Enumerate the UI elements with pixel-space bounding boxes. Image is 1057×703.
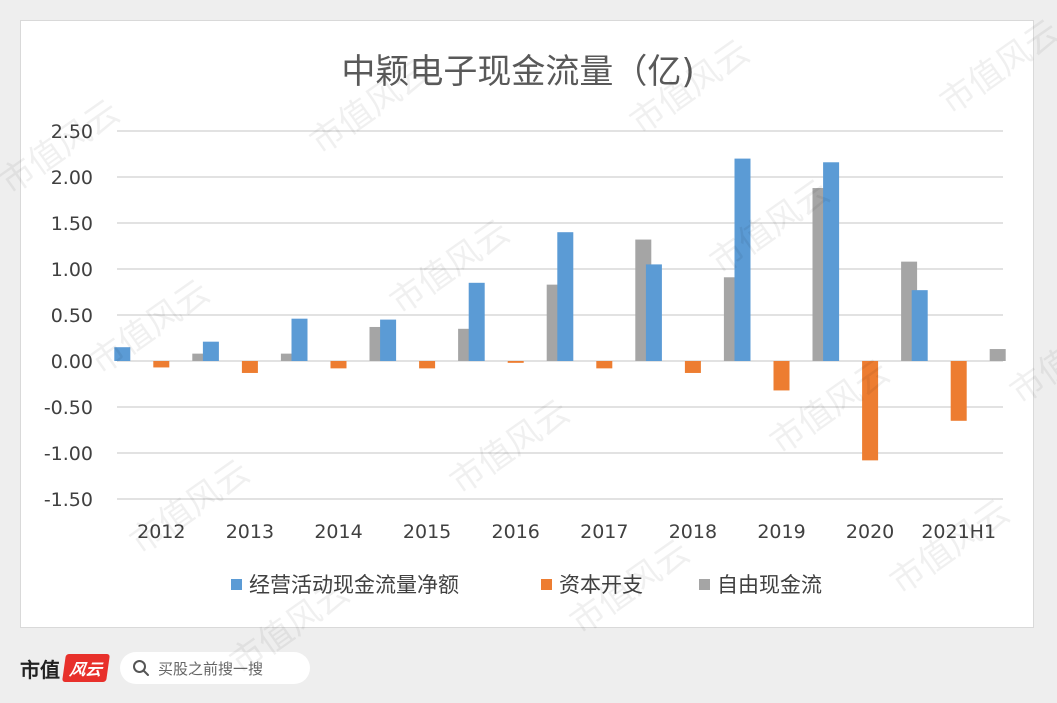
brand-logo: 风云 bbox=[62, 654, 110, 682]
chart-card: 中颖电子现金流量（亿) 2.50 2.00 1.50 1.00 0.50 0.00 -0.5… bbox=[20, 20, 1034, 628]
x-tick-label: 2016 bbox=[492, 521, 540, 543]
x-tick-label: 2017 bbox=[580, 521, 628, 543]
x-tick-label: 2012 bbox=[137, 521, 185, 543]
bar bbox=[989, 349, 1006, 361]
bar bbox=[419, 361, 436, 369]
bar bbox=[380, 319, 397, 361]
legend-label: 资本开支 bbox=[559, 573, 643, 597]
search-placeholder: 买股之前搜一搜 bbox=[158, 659, 264, 678]
y-tick-label: 0.50 bbox=[51, 305, 93, 327]
bar bbox=[507, 361, 524, 363]
bar bbox=[192, 353, 209, 361]
x-tick-label: 2013 bbox=[226, 521, 274, 543]
x-tick-label: 2019 bbox=[757, 521, 805, 543]
bar bbox=[280, 353, 297, 361]
bar bbox=[645, 264, 662, 361]
y-axis-ticks: 2.50 2.00 1.50 1.00 0.50 0.00 -0.50 -1.00 -1.50 bbox=[44, 121, 93, 511]
y-tick-label: 0.00 bbox=[51, 351, 93, 373]
bar bbox=[773, 361, 790, 391]
legend-label: 经营活动现金流量净额 bbox=[249, 573, 459, 597]
search-icon bbox=[133, 660, 150, 676]
x-tick-label: 2018 bbox=[669, 521, 717, 543]
bar bbox=[862, 361, 879, 461]
y-tick-label: 1.50 bbox=[51, 213, 93, 235]
y-tick-label: 2.50 bbox=[51, 121, 93, 143]
y-tick-label: -1.00 bbox=[44, 443, 93, 465]
bar bbox=[468, 282, 485, 361]
bar bbox=[950, 361, 967, 421]
x-tick-label: 2021H1 bbox=[921, 521, 996, 543]
legend-swatch bbox=[541, 579, 552, 590]
search-box[interactable]: 买股之前搜一搜 bbox=[120, 652, 311, 684]
bar bbox=[911, 290, 928, 361]
bar bbox=[291, 318, 308, 361]
x-axis-ticks: 2012 2013 2014 2015 2016 2017 2018 2019 2020 2021… bbox=[137, 521, 996, 543]
cash-flow-chart: 中颖电子现金流量（亿) 2.50 2.00 1.50 1.00 0.50 0.00 -0.5… bbox=[44, 52, 1006, 597]
bar bbox=[557, 232, 574, 361]
x-tick-label: 2015 bbox=[403, 521, 451, 543]
footer: 市值 风云 买股之前搜一搜 bbox=[20, 648, 311, 688]
bar bbox=[596, 361, 613, 369]
y-tick-label: 1.00 bbox=[51, 259, 93, 281]
chart-title: 中颖电子现金流量（亿) bbox=[341, 52, 694, 92]
brand-text: 市值 bbox=[20, 657, 60, 682]
bar bbox=[684, 361, 701, 373]
y-tick-label: -1.50 bbox=[44, 489, 93, 511]
legend-swatch bbox=[699, 579, 710, 590]
bar bbox=[330, 361, 347, 369]
bar bbox=[734, 158, 751, 361]
x-tick-label: 2014 bbox=[314, 521, 362, 543]
bar bbox=[202, 341, 219, 361]
y-tick-label: 2.00 bbox=[51, 167, 93, 189]
bar bbox=[114, 347, 131, 361]
bar bbox=[241, 361, 258, 373]
bars bbox=[114, 158, 1006, 461]
brand: 市值 风云 bbox=[20, 654, 110, 683]
legend: 经营活动现金流量净额 资本开支 自由现金流 bbox=[231, 573, 822, 597]
legend-swatch bbox=[231, 579, 242, 590]
legend-label: 自由现金流 bbox=[717, 573, 822, 597]
bar bbox=[823, 162, 840, 361]
y-tick-label: -0.50 bbox=[44, 397, 93, 419]
x-tick-label: 2020 bbox=[846, 521, 894, 543]
bar bbox=[153, 361, 170, 368]
